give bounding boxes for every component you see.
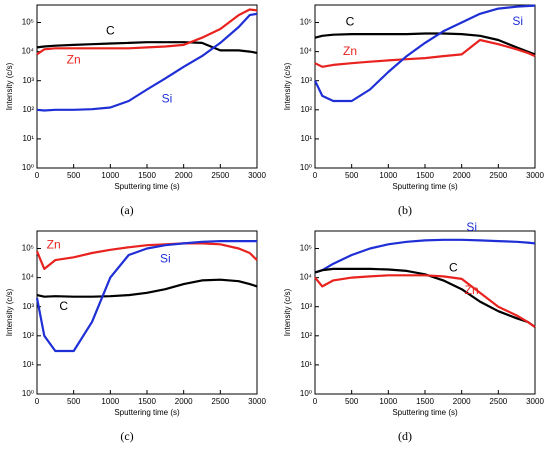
y-tick-label: 10⁵ bbox=[300, 244, 312, 253]
y-tick-label: 10¹ bbox=[22, 360, 34, 369]
x-tick-label: 1500 bbox=[138, 397, 156, 406]
x-tick-label: 0 bbox=[313, 171, 318, 180]
series-line bbox=[36, 12, 258, 112]
panel: 0 500 1000 1500 2000 2500 3000 10⁰ 10¹ 10² 10³ 10⁴ 1… bbox=[5, 230, 266, 443]
x-tick-label: 3000 bbox=[526, 397, 544, 406]
series-label: Zn bbox=[465, 283, 479, 297]
y-tick-label: 10¹ bbox=[22, 134, 34, 143]
panel-caption: (a) bbox=[120, 203, 133, 217]
series-label: C bbox=[59, 299, 68, 313]
y-axis-label: Intensity (c/s) bbox=[5, 62, 14, 110]
x-tick-label: 2500 bbox=[211, 171, 229, 180]
series-line bbox=[314, 32, 536, 56]
y-tick-label: 10² bbox=[300, 105, 312, 114]
x-tick-label: 2000 bbox=[453, 397, 471, 406]
series-line bbox=[36, 278, 258, 298]
x-tick-label: 3000 bbox=[248, 397, 266, 406]
y-tick-label: 10² bbox=[300, 331, 312, 340]
series-label: C bbox=[106, 24, 115, 38]
y-tick-label: 10³ bbox=[22, 302, 34, 311]
series-label: Si bbox=[162, 92, 173, 106]
series-line bbox=[35, 240, 257, 353]
y-tick-label: 10⁴ bbox=[22, 273, 35, 282]
x-tick-label: 1000 bbox=[379, 397, 397, 406]
x-tick-label: 2500 bbox=[489, 397, 507, 406]
panel-caption: (d) bbox=[398, 429, 412, 443]
y-tick-label: 10⁰ bbox=[22, 389, 34, 398]
x-tick-label: 2000 bbox=[175, 397, 193, 406]
x-tick-label: 1500 bbox=[416, 397, 434, 406]
x-tick-label: 500 bbox=[345, 171, 359, 180]
y-tick-label: 10⁰ bbox=[22, 163, 34, 172]
y-tick-label: 10³ bbox=[300, 76, 312, 85]
x-tick-label: 3000 bbox=[248, 171, 266, 180]
y-tick-label: 10⁵ bbox=[22, 244, 34, 253]
panel-caption: (c) bbox=[120, 429, 133, 443]
x-axis-label: Sputtering time (s) bbox=[392, 182, 458, 191]
y-tick-label: 10⁰ bbox=[300, 389, 312, 398]
x-tick-label: 3000 bbox=[526, 171, 544, 180]
y-axis-label: Intensity (c/s) bbox=[283, 288, 292, 336]
series-label: Si bbox=[512, 14, 523, 28]
series-line bbox=[314, 4, 536, 103]
y-axis-label: Intensity (c/s) bbox=[5, 288, 14, 336]
panel: 0 500 1000 1500 2000 2500 3000 10⁰ 10¹ 10² 10³ 10⁴ 1… bbox=[283, 4, 544, 217]
plot-frame bbox=[314, 4, 536, 169]
y-tick-label: 10⁴ bbox=[300, 273, 313, 282]
plot-frame bbox=[36, 4, 258, 169]
x-tick-label: 2500 bbox=[211, 397, 229, 406]
x-tick-label: 1500 bbox=[138, 171, 156, 180]
series-line bbox=[314, 38, 536, 68]
y-tick-label: 10⁰ bbox=[300, 163, 312, 172]
x-tick-label: 2000 bbox=[453, 171, 471, 180]
series-label: Si bbox=[160, 251, 171, 265]
series-line bbox=[36, 41, 258, 54]
x-tick-label: 1000 bbox=[379, 171, 397, 180]
y-tick-label: 10⁵ bbox=[300, 18, 312, 27]
series-label: Si bbox=[466, 220, 477, 234]
y-tick-label: 10⁴ bbox=[22, 47, 35, 56]
x-tick-label: 500 bbox=[67, 397, 81, 406]
series-line bbox=[314, 238, 536, 274]
plot-frame bbox=[36, 230, 258, 395]
y-tick-label: 10² bbox=[22, 331, 34, 340]
y-tick-label: 10⁴ bbox=[300, 47, 313, 56]
x-tick-label: 2500 bbox=[489, 171, 507, 180]
panel-caption: (b) bbox=[398, 203, 412, 217]
series-label: Zn bbox=[343, 44, 357, 58]
y-tick-label: 10¹ bbox=[300, 360, 312, 369]
series-label: Zn bbox=[67, 52, 81, 66]
series-line bbox=[36, 8, 258, 56]
x-tick-label: 1000 bbox=[101, 171, 119, 180]
x-tick-label: 2000 bbox=[175, 171, 193, 180]
x-axis-label: Sputtering time (s) bbox=[114, 408, 180, 417]
x-tick-label: 1500 bbox=[416, 171, 434, 180]
x-axis-label: Sputtering time (s) bbox=[114, 182, 180, 191]
series-label: C bbox=[346, 14, 355, 28]
x-tick-label: 500 bbox=[67, 171, 81, 180]
y-tick-label: 10³ bbox=[300, 302, 312, 311]
y-tick-label: 10² bbox=[22, 105, 34, 114]
x-tick-label: 1000 bbox=[101, 397, 119, 406]
x-tick-label: 0 bbox=[35, 171, 40, 180]
x-tick-label: 0 bbox=[313, 397, 318, 406]
x-tick-label: 500 bbox=[345, 397, 359, 406]
series-line bbox=[35, 242, 258, 270]
y-axis-label: Intensity (c/s) bbox=[283, 62, 292, 110]
x-axis-label: Sputtering time (s) bbox=[392, 408, 458, 417]
panel: 0 500 1000 1500 2000 2500 3000 10⁰ 10¹ 10² 10³ 10⁴ 1… bbox=[283, 220, 544, 443]
panel: 0 500 1000 1500 2000 2500 3000 10⁰ 10¹ 10² 10³ 10⁴ 1… bbox=[5, 4, 266, 217]
series-label: Zn bbox=[47, 237, 61, 251]
series-label: C bbox=[449, 261, 458, 275]
y-tick-label: 10⁵ bbox=[22, 18, 34, 27]
y-tick-label: 10³ bbox=[22, 76, 34, 85]
x-tick-label: 0 bbox=[35, 397, 40, 406]
series-line bbox=[314, 274, 536, 328]
y-tick-label: 10¹ bbox=[300, 134, 312, 143]
